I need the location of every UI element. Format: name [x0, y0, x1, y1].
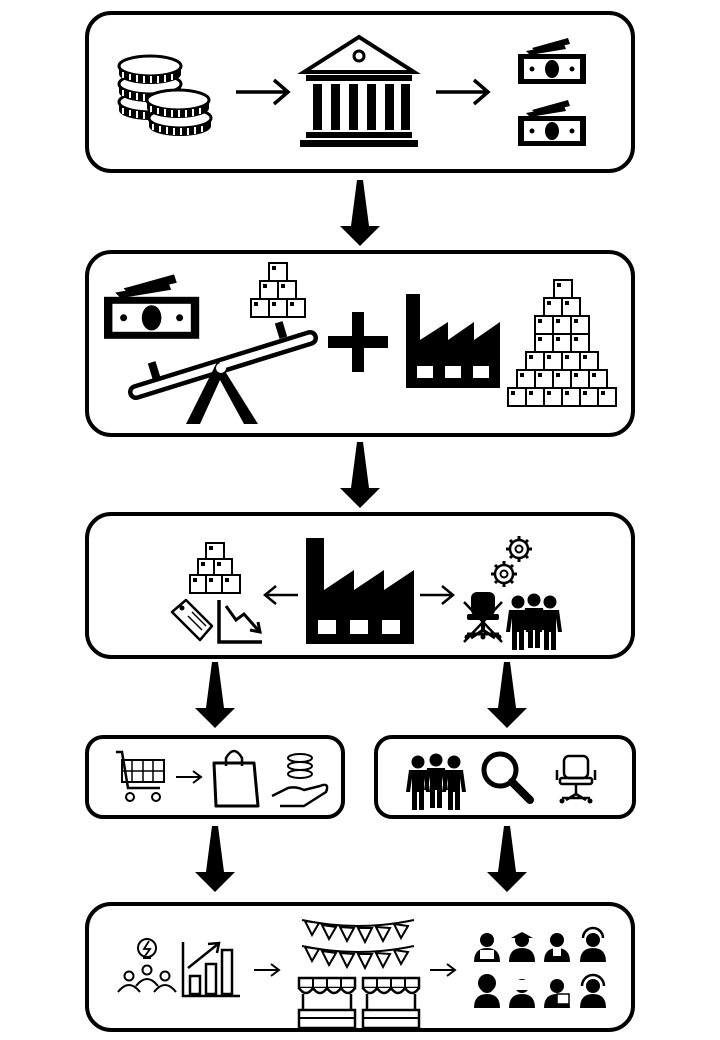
- factory-icon: [406, 294, 500, 388]
- price-tag-icon: [170, 598, 214, 642]
- professionals-group-icon: [474, 926, 606, 1008]
- magnifier-icon: [481, 751, 534, 804]
- down-arrow: [195, 662, 235, 728]
- down-arrow: [195, 826, 235, 892]
- down-arrow: [487, 662, 527, 728]
- arrow-left-icon: [263, 585, 298, 605]
- shopping-cart-icon: [116, 750, 165, 802]
- empty-office-chair-icon: [463, 590, 503, 643]
- shopping-bag-icon: [212, 749, 260, 808]
- bunting-icon: [301, 919, 415, 971]
- coins-in-hand-icon: [271, 753, 329, 808]
- idea-team-icon: [117, 938, 177, 993]
- panel-bank-lending: [85, 11, 635, 173]
- arrow-right-icon: [420, 585, 455, 605]
- falling-chart-icon: [217, 600, 262, 644]
- factory-icon: [306, 538, 414, 644]
- arrow-right-icon: [254, 963, 281, 977]
- arrow-right-icon: [176, 770, 203, 784]
- arrow-right-icon: [436, 78, 491, 106]
- down-arrow: [487, 826, 527, 892]
- seesaw-icon: [128, 321, 318, 424]
- down-arrow: [340, 442, 380, 508]
- panel-new-business-and-jobs: [85, 902, 635, 1032]
- arrow-right-icon: [430, 963, 457, 977]
- down-arrow: [340, 180, 380, 246]
- bank-building-icon: [297, 34, 421, 147]
- growth-chart-icon: [181, 941, 240, 998]
- plus-icon: [328, 312, 388, 372]
- arrow-right-icon: [236, 78, 291, 106]
